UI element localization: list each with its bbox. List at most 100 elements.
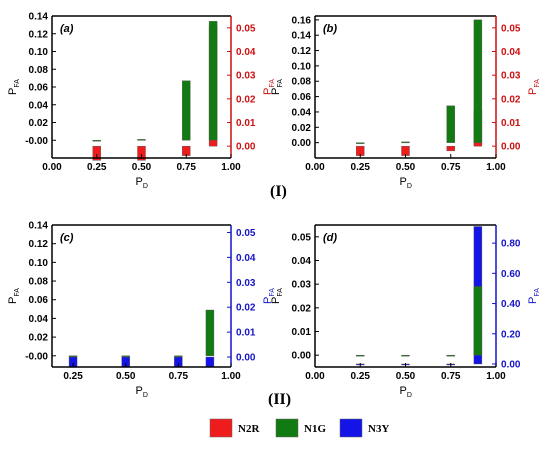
y-tick-label-left: 0.02 xyxy=(292,123,312,134)
bar-n2r xyxy=(446,145,455,152)
y-tick-label-left: 0.06 xyxy=(29,295,49,306)
y-tick-label-right: 0.05 xyxy=(236,228,256,239)
y-tick-label-right: 0.40 xyxy=(501,299,521,310)
y-tick-label-left: 0.08 xyxy=(292,77,312,88)
y-tick-label-right: 0.00 xyxy=(501,142,521,153)
bar-n1g xyxy=(446,105,455,143)
y-tick-label-left: 0.04 xyxy=(29,100,49,111)
bar-n1g xyxy=(446,354,455,357)
y-tick-label-right: 0.03 xyxy=(501,71,521,82)
x-axis-label: PD xyxy=(400,385,412,399)
y-tick-label-left: -0.00 xyxy=(25,136,48,147)
y-tick-label-left: 0.06 xyxy=(29,83,49,94)
panel-label: (b) xyxy=(323,23,337,35)
y-tick-label-left: 0.00 xyxy=(292,138,312,149)
bar-n1g xyxy=(401,354,410,357)
bar-n3y xyxy=(205,356,215,368)
y-tick-label-left: 0.05 xyxy=(292,232,312,243)
y-tick-label-right: 0.04 xyxy=(236,253,256,264)
y-tick-label-left: 0.12 xyxy=(29,239,49,250)
chart-panel-4: 0.00 0.25 0.50 0.75 1.000.000.010.020.030.04… xyxy=(270,224,541,399)
bar-n1g xyxy=(473,286,483,356)
bar-n1g xyxy=(92,140,101,142)
panel-label: (d) xyxy=(323,232,337,244)
x-tick-label: 0.00 xyxy=(305,162,325,173)
y-tick-label-right: 0.00 xyxy=(236,353,256,364)
x-tick-label: 0.50 xyxy=(396,162,416,173)
group-label-i: (I) xyxy=(270,183,287,200)
y-tick-label-left: 0.14 xyxy=(29,12,49,23)
x-tick-label: 0.25 xyxy=(87,162,107,173)
y-tick-label-left: 0.14 xyxy=(292,31,312,42)
y-tick-label-left: 0.08 xyxy=(29,65,49,76)
y-tick-label-right: 0.02 xyxy=(236,303,256,314)
y-tick-label-right: 0.04 xyxy=(501,47,521,58)
y-tick-label-right: 0.80 xyxy=(501,239,521,250)
bar-n1g xyxy=(174,355,183,357)
legend-label-n1g: N1G xyxy=(304,423,326,435)
y-tick-label-right: 0.01 xyxy=(501,118,521,129)
x-tick-label: 1.00 xyxy=(486,371,506,382)
y-tick-label-left: 0.08 xyxy=(29,277,49,288)
x-tick-label: 0.75 xyxy=(441,371,461,382)
y-tick-label-right: 0.02 xyxy=(501,94,521,105)
x-tick-label: 1.00 xyxy=(221,162,241,173)
chart-panel-2: 0.00 0.25 0.50 0.75 1.00 0.00 0.02 0.04 0.06 0.08… xyxy=(270,15,541,190)
y-axis-label-left: PFA xyxy=(270,79,284,95)
x-tick-label: 0.00 xyxy=(42,162,62,173)
bar-n1g xyxy=(121,355,130,357)
y-tick-label-left: 0.02 xyxy=(29,333,49,344)
y-tick-label-left: -0.00 xyxy=(25,351,48,362)
bar-n1g xyxy=(208,21,218,141)
panel-label: (a) xyxy=(60,23,74,35)
y-axis-label-right: PFA xyxy=(262,288,276,304)
y-axis-label-left: PFA xyxy=(7,288,21,304)
y-tick-label-left: 0.12 xyxy=(29,29,49,40)
x-tick-label: 1.00 xyxy=(221,371,241,382)
y-tick-label-left: 0.04 xyxy=(29,314,49,325)
y-tick-label-right: 0.05 xyxy=(501,23,521,34)
y-tick-label-left: 0.02 xyxy=(29,118,49,129)
bar-n1g xyxy=(401,141,410,144)
legend-swatch-n2r xyxy=(209,418,233,438)
chart-panel-1: 0.00 0.25 0.50 0.75 1.00 -0.00 0.02 0.04 0.06 0.0… xyxy=(7,12,276,191)
y-tick-label-left: 0.10 xyxy=(292,61,312,72)
y-tick-label-right: 0.04 xyxy=(236,47,256,58)
x-tick-label: 0.25 xyxy=(351,162,371,173)
legend-swatch-n1g xyxy=(275,418,299,438)
y-tick-label-right: 0.01 xyxy=(236,118,256,129)
y-tick-label-left: 0.16 xyxy=(292,15,312,26)
y-axis-label-right: PFA xyxy=(262,79,276,95)
legend-label-n2r: N2R xyxy=(238,423,260,435)
y-tick-label-left: 0.01 xyxy=(292,327,312,338)
x-tick-label: 0.75 xyxy=(441,162,461,173)
bar-n1g xyxy=(205,309,215,356)
y-tick-label-left: 0.02 xyxy=(292,303,312,314)
y-tick-label-left: 0.14 xyxy=(29,221,49,232)
y-tick-label-left: 0.06 xyxy=(292,92,312,103)
y-tick-label-right: 0.00 xyxy=(501,359,521,370)
bar-n2r xyxy=(137,145,146,161)
y-tick-label-left: 0.04 xyxy=(292,107,312,118)
y-tick-label-right: 0.01 xyxy=(236,328,256,339)
y-axis-label-right: PFA xyxy=(527,79,541,95)
bar-n2r xyxy=(92,145,101,161)
bar-n1g xyxy=(68,355,78,357)
x-tick-label: 0.75 xyxy=(177,162,197,173)
y-tick-label-left: 0.04 xyxy=(292,256,312,267)
legend-swatch-n3y xyxy=(339,418,363,438)
y-tick-label-right: 0.03 xyxy=(236,71,256,82)
bar-n1g xyxy=(473,19,483,143)
bar-n1g xyxy=(356,142,365,144)
bar-n1g xyxy=(137,139,146,141)
x-tick-label: 1.00 xyxy=(486,162,506,173)
y-tick-label-left: 0.00 xyxy=(292,351,312,362)
x-axis-label: PD xyxy=(136,176,148,190)
legend-label-n3y: N3Y xyxy=(368,423,389,435)
y-axis-label-left: PFA xyxy=(7,79,21,95)
x-tick-label: 0.50 xyxy=(396,371,416,382)
x-tick-label: 0.25 xyxy=(63,371,83,382)
x-tick-label: 0.25 xyxy=(351,371,371,382)
